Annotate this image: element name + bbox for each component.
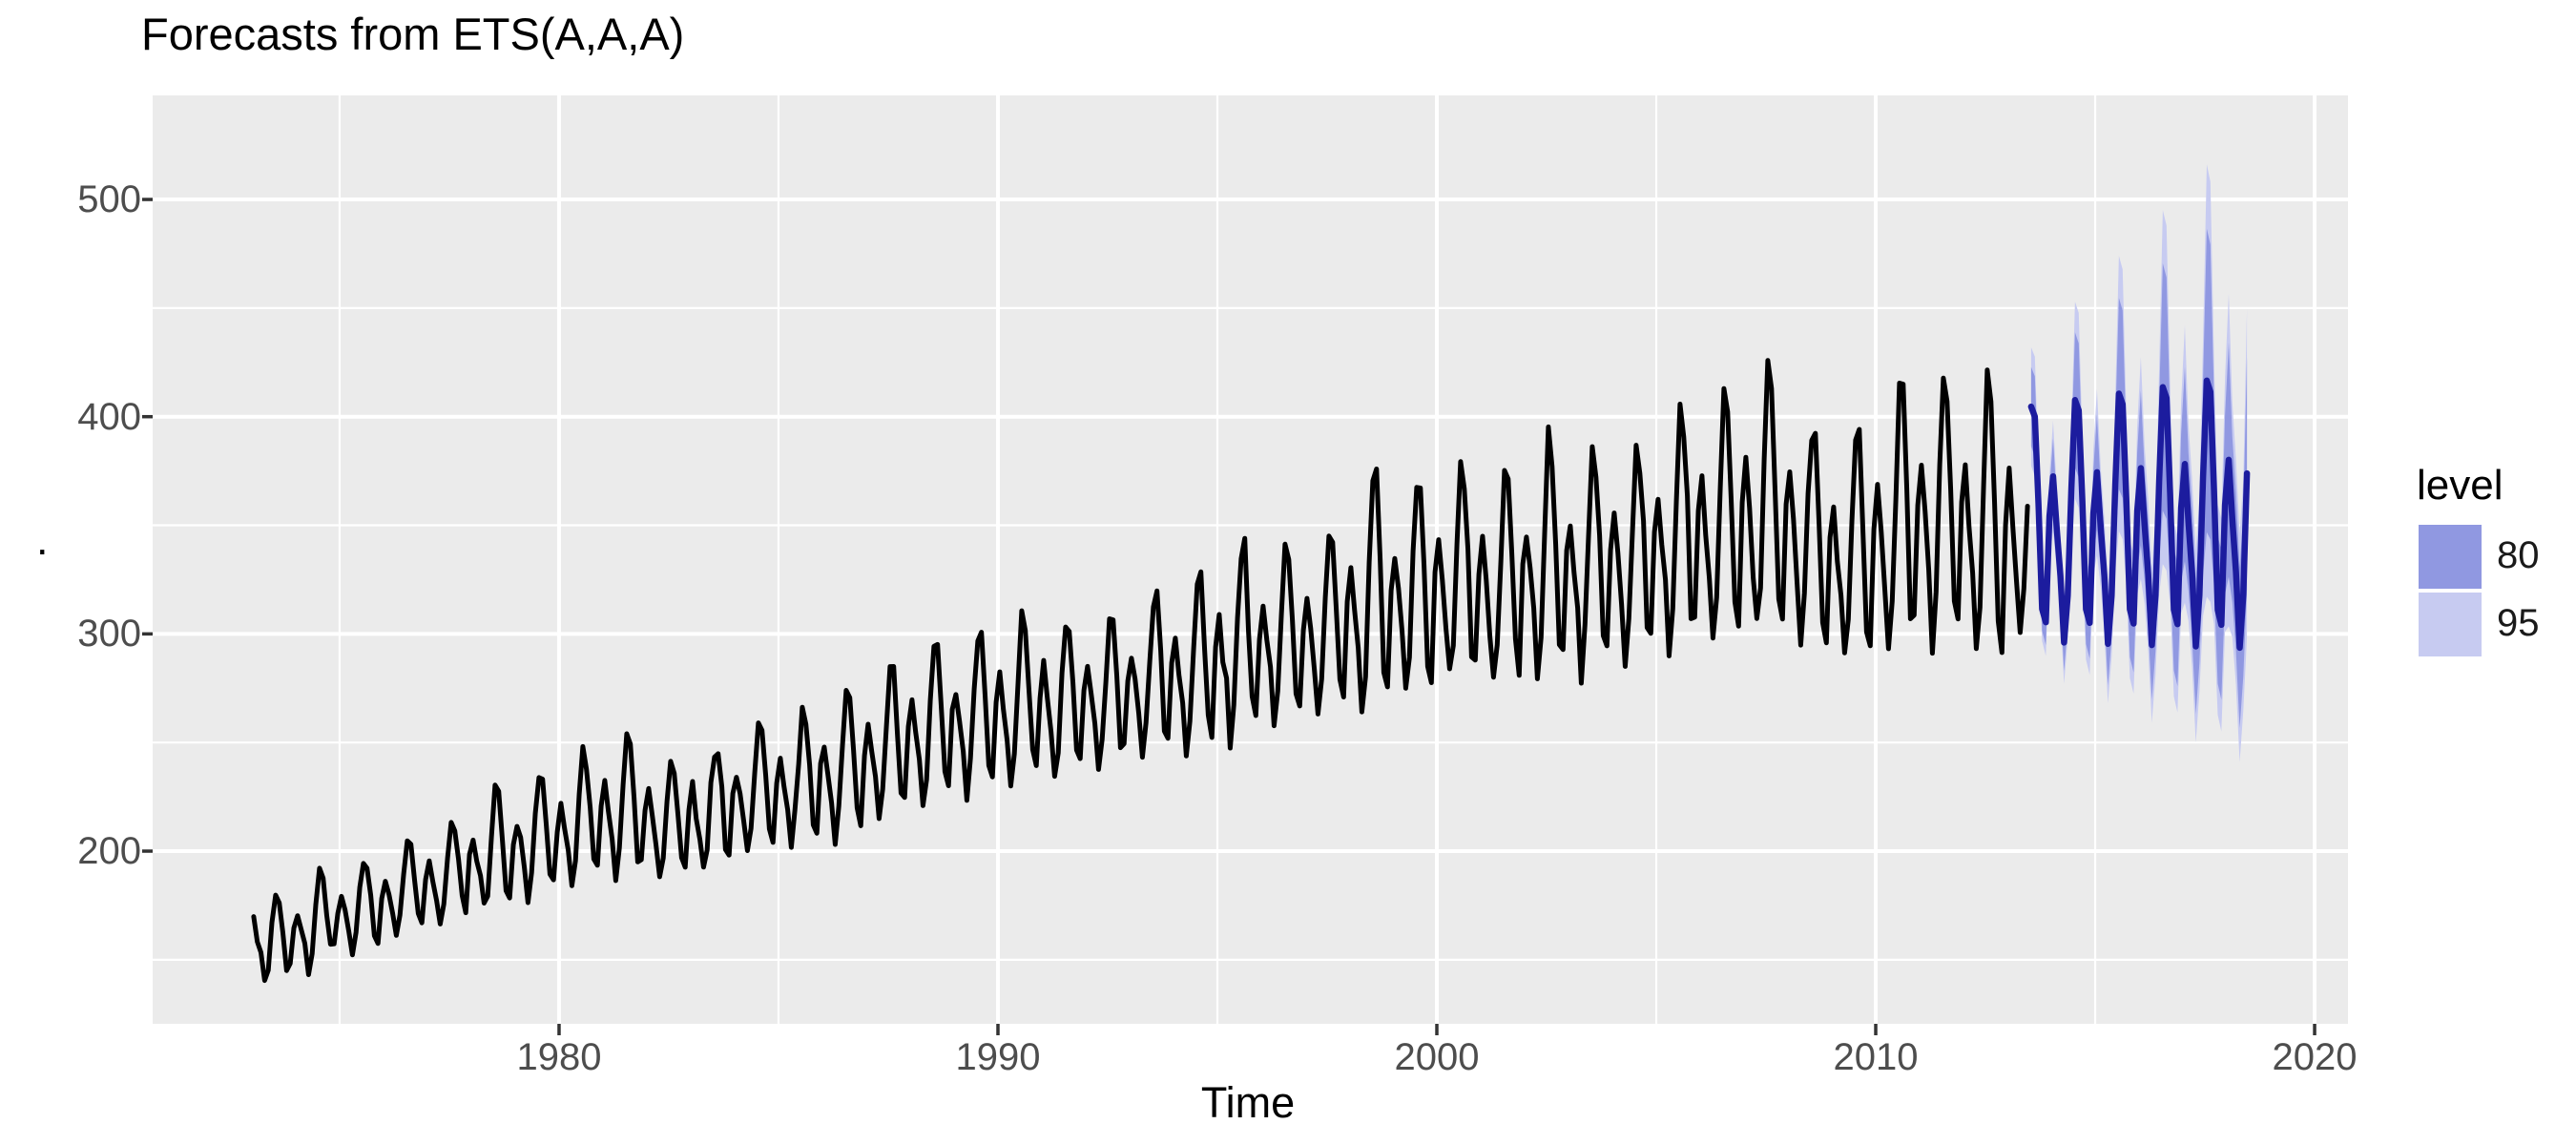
legend-item-80: 80	[2417, 523, 2569, 591]
legend-swatch-95-icon	[2419, 593, 2482, 656]
legend: level 80 95	[2417, 462, 2569, 658]
x-tick-label-1990: 1990	[955, 1036, 1041, 1078]
x-tick-label-1980: 1980	[516, 1036, 602, 1078]
x-tick-label-2010: 2010	[1833, 1036, 1919, 1078]
plot-title: Forecasts from ETS(A,A,A)	[141, 9, 685, 59]
minor-gridlines	[153, 95, 2348, 1024]
legend-swatch-80-icon	[2419, 525, 2482, 589]
major-gridlines	[153, 95, 2348, 1024]
x-tick-label-2020: 2020	[2272, 1036, 2358, 1078]
y-axis-title: .	[36, 515, 49, 564]
y-tick-label-500: 500	[77, 178, 141, 221]
legend-title: level	[2417, 462, 2503, 509]
y-tick-label-200: 200	[77, 830, 141, 872]
x-tick-label-2000: 2000	[1394, 1036, 1480, 1078]
legend-label-95: 95	[2497, 602, 2540, 644]
observed-series-line	[251, 358, 2030, 984]
legend-label-80: 80	[2497, 534, 2540, 576]
legend-item-95: 95	[2417, 591, 2569, 658]
y-tick-label-400: 400	[77, 395, 141, 438]
x-axis-title: Time	[1200, 1078, 1296, 1127]
forecast-mean-line	[2027, 377, 2251, 652]
y-tick-label-300: 300	[77, 613, 141, 656]
axis-tick-marks	[142, 198, 2316, 1035]
